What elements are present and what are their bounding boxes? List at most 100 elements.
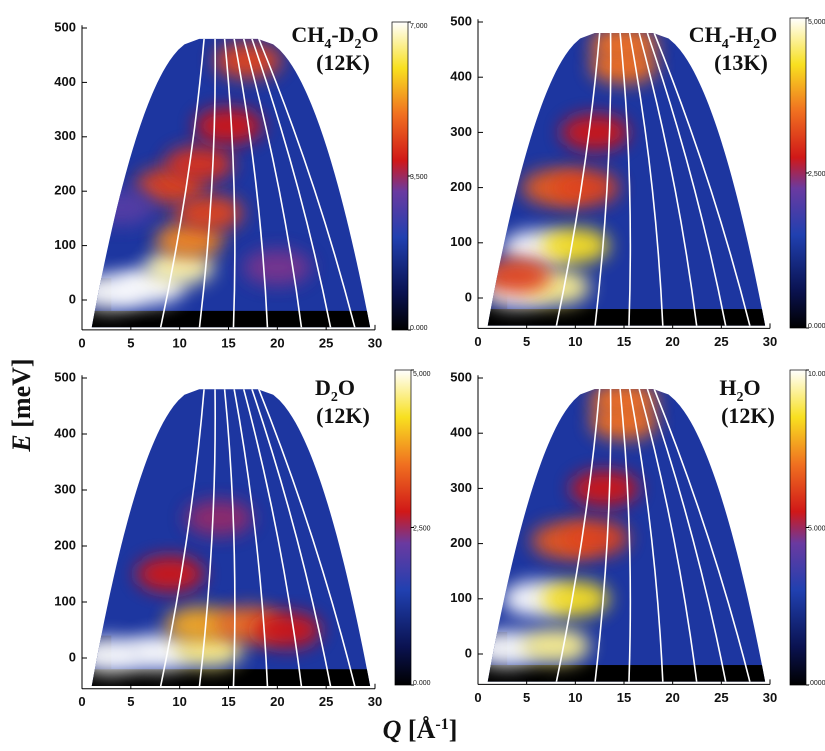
y-tick-label: 0 [69,649,76,664]
y-tick-label: 400 [450,69,472,84]
x-tick-label: 10 [568,334,582,349]
title-part: O [362,22,379,47]
colorbar-tick-label: 5,000 [413,371,431,378]
panel-subtitle: (12K) [316,403,370,428]
detector-line [223,38,236,328]
detector-line [233,389,269,686]
y-tick-label: 200 [450,179,472,194]
y-tick-label: 100 [54,593,76,608]
x-tick-label: 20 [665,334,679,349]
x-tick-label: 0 [474,334,481,349]
x-tick-label: 30 [368,694,382,709]
x-tick-label: 20 [270,694,284,709]
y-tick-label: 100 [54,237,76,252]
x-tick-label: 25 [319,694,333,709]
x-tick-label: 5 [127,335,134,350]
x-tick-label: 25 [319,335,333,350]
colorbar-tick-label: 2,500 [808,171,825,178]
x-tick-label: 0 [474,690,481,705]
colorbar [789,17,807,329]
detector-line [628,33,664,326]
y-tick-label: 300 [54,481,76,496]
detector-line [594,33,612,326]
y-label-symbol: E [7,434,36,452]
detector-line [646,33,727,326]
title-part: H [719,375,736,400]
x-label-symbol: Q [383,715,402,744]
detector-line [233,38,269,328]
heatmap-layer [91,389,371,686]
coverage-region [91,389,371,686]
detector-line [555,389,601,682]
colorbar-tick-label: 3,500 [410,174,428,181]
panel-subtitle: (12K) [721,403,775,428]
x-tick-label: 25 [714,690,728,705]
panel-title: H2O [719,375,760,405]
y-tick-label: 0 [69,291,76,306]
detector-line [198,38,216,328]
y-tick-label: 100 [450,590,472,605]
intensity-spot [174,194,243,231]
title-subscript: 2 [331,390,338,405]
detector-line [251,38,332,328]
y-tick-label: 0 [465,289,472,304]
detector-line [258,389,357,686]
y-tick-label: 500 [54,369,76,384]
intensity-spot [243,249,312,286]
y-tick-label: 300 [450,480,472,495]
colorbar-tick-label: .0000 [808,680,825,687]
colorbar-tick-label: 0.000 [808,323,825,330]
y-tick-label: 200 [54,537,76,552]
x-tick-label: 10 [172,335,186,350]
detector-line [619,389,632,682]
title-part: O [338,375,355,400]
x-tick-label: 10 [568,690,582,705]
intensity-spot [560,114,629,151]
title-part: O [760,22,777,47]
x-tick-label: 5 [523,690,530,705]
detector-line [242,389,303,686]
colorbar-tick-label: 7,000 [410,23,428,30]
intensity-spot [551,169,620,206]
heatmap-layer [487,389,766,682]
y-tick-label: 400 [54,74,76,89]
detector-line [646,389,727,682]
x-tick-label: 25 [714,334,728,349]
x-tick-label: 30 [763,690,777,705]
intensity-spot [165,146,234,182]
y-tick-label: 400 [450,425,472,440]
detector-line [555,33,601,326]
title-part: CH [291,22,324,47]
y-tick-label: 300 [450,124,472,139]
colorbar-tick-label: 0.000 [410,325,428,332]
x-tick-label: 20 [665,690,679,705]
panel-title: CH4-H2O [689,22,778,52]
y-tick-label: 100 [450,234,472,249]
heatmap-layer [91,38,371,328]
y-tick-label: 300 [54,128,76,143]
intensity-spot [145,249,214,286]
x-tick-label: 0 [78,335,85,350]
title-subscript: 2 [753,37,760,52]
detector-line [628,389,664,682]
detector-line [653,33,752,326]
title-subscript: 2 [737,390,744,405]
title-part: -H [729,22,753,47]
colorbar [394,369,412,686]
x-tick-label: 15 [617,334,631,349]
colorbar-tick-label: 0.000 [413,680,431,687]
y-tick-label: 500 [450,13,472,28]
title-part: -D [331,22,354,47]
intensity-spot [590,389,658,419]
intensity-spot [155,222,224,259]
detector-line [242,38,303,328]
x-tick-label: 20 [270,335,284,350]
intensity-spot [253,612,322,648]
x-label-close: ] [449,715,458,744]
panel-subtitle: (12K) [316,50,370,75]
intensity-spot [541,580,610,617]
